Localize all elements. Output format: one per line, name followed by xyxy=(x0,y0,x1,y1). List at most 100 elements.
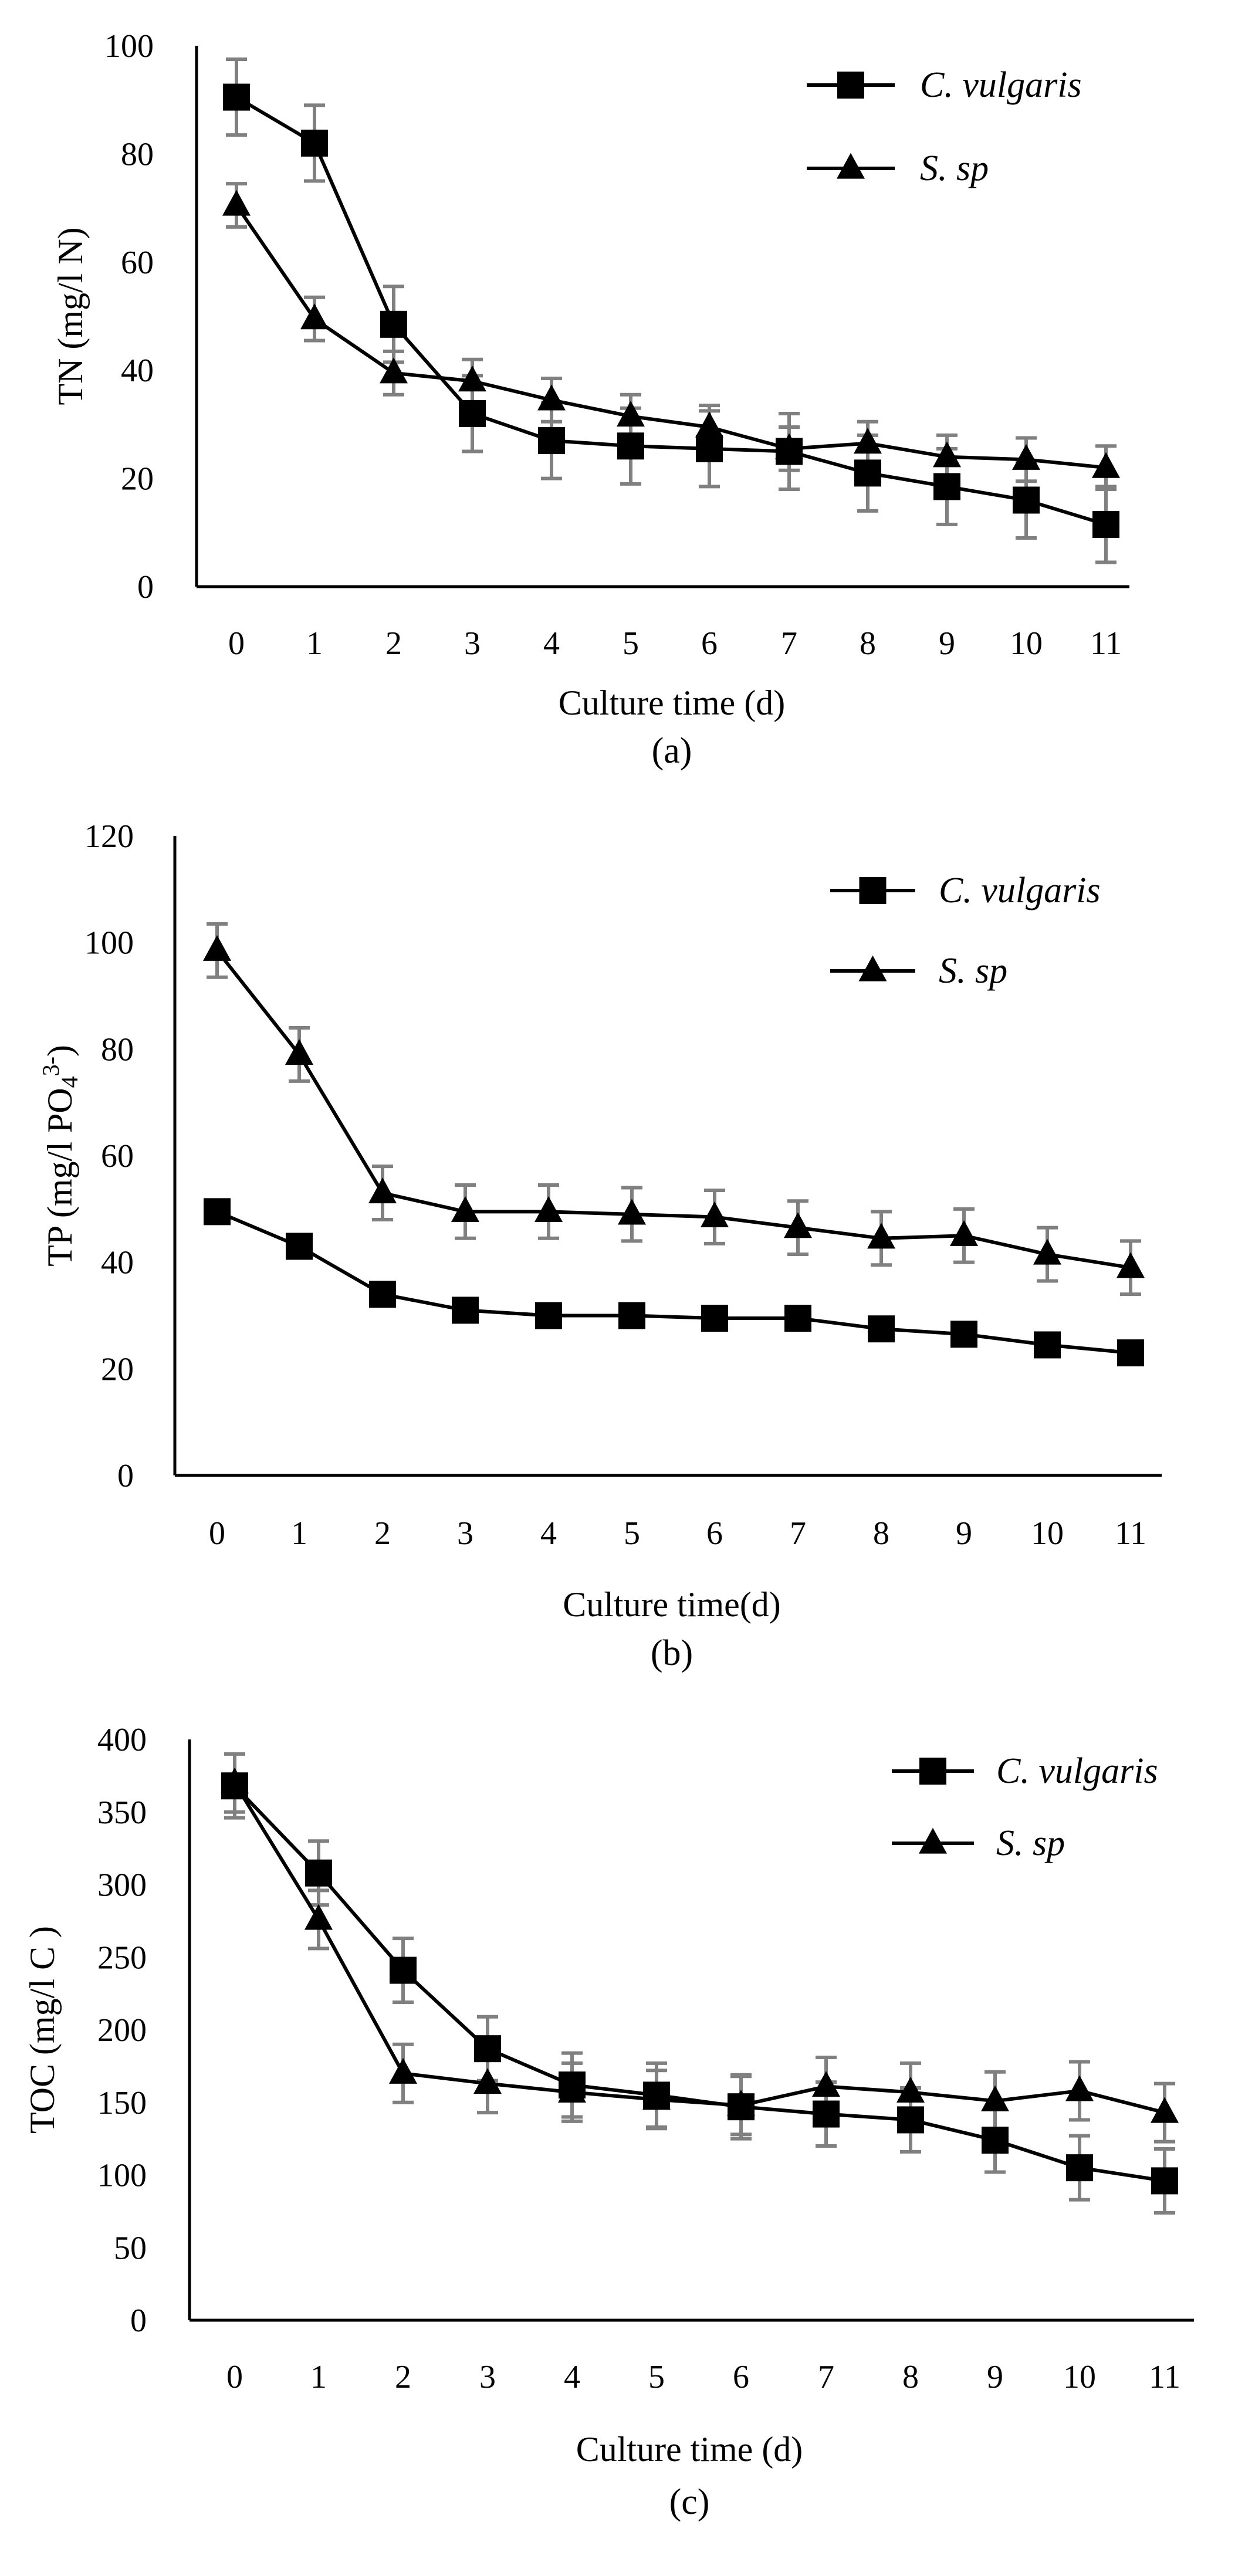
x-axis-title: Culture time (d) xyxy=(576,2430,803,2469)
data-point xyxy=(701,1201,729,1228)
legend-entry: S. sp xyxy=(830,951,1007,991)
data-point xyxy=(1065,2075,1094,2101)
data-point xyxy=(380,357,408,384)
y-tick-label: 400 xyxy=(97,1722,147,1758)
y-tick-label: 80 xyxy=(121,136,154,172)
data-point xyxy=(981,2085,1009,2111)
y-tick-label: 40 xyxy=(101,1245,134,1281)
x-tick-label: 8 xyxy=(873,1515,889,1552)
data-point xyxy=(1117,1252,1145,1278)
legend-label: C. vulgaris xyxy=(996,1751,1158,1791)
legend-label: S. sp xyxy=(939,951,1007,991)
x-tick-label: 7 xyxy=(818,2359,834,2395)
data-point xyxy=(784,1305,811,1332)
x-tick-label: 4 xyxy=(543,625,560,662)
x-tick-label: 6 xyxy=(706,1515,723,1552)
data-point xyxy=(458,365,486,392)
data-point xyxy=(696,435,723,462)
x-tick-label: 10 xyxy=(1010,625,1043,662)
data-point xyxy=(933,473,960,500)
y-tick-label: 200 xyxy=(97,2012,147,2049)
data-point xyxy=(1013,486,1040,514)
y-axis-title: TN (mg/l N) xyxy=(51,227,90,405)
data-point xyxy=(390,1956,417,1984)
x-tick-label: 3 xyxy=(464,625,481,662)
panel-label: (c) xyxy=(669,2482,710,2522)
y-axis-title: TP (mg/l PO43-) xyxy=(38,1045,83,1267)
error-bars xyxy=(226,57,1117,564)
series-line-c-vulgaris xyxy=(216,1210,1131,1355)
x-tick-label: 8 xyxy=(902,2359,919,2395)
data-point xyxy=(1117,1339,1144,1367)
data-point xyxy=(204,1198,231,1226)
data-point xyxy=(695,411,723,438)
data-point xyxy=(286,1233,313,1260)
data-point xyxy=(896,2077,925,2103)
panel-label: (a) xyxy=(652,731,692,771)
y-tick-label: 20 xyxy=(121,461,154,497)
x-tick-label: 10 xyxy=(1063,2359,1096,2395)
data-point xyxy=(301,129,328,157)
y-tick-label: 60 xyxy=(101,1138,134,1174)
data-point xyxy=(203,935,231,961)
data-point xyxy=(617,432,644,460)
data-point xyxy=(537,384,566,411)
data-point xyxy=(775,433,803,459)
data-point xyxy=(854,428,882,454)
data-point xyxy=(1151,2167,1178,2195)
x-tick-label: 2 xyxy=(385,625,402,662)
x-tick-label: 11 xyxy=(1149,2359,1180,2395)
y-tick-label: 120 xyxy=(84,818,134,855)
y-tick-label: 40 xyxy=(121,353,154,389)
x-tick-label: 11 xyxy=(1090,625,1122,662)
data-point xyxy=(950,1220,978,1246)
data-point xyxy=(305,1904,333,1930)
data-point xyxy=(452,1297,479,1324)
y-tick-label: 50 xyxy=(114,2230,147,2266)
y-tick-label: 350 xyxy=(97,1795,147,1831)
data-point xyxy=(223,83,250,111)
legend-entry: C. vulgaris xyxy=(892,1751,1158,1791)
y-tick-label: 100 xyxy=(84,925,134,962)
data-point xyxy=(558,2077,586,2103)
data-point xyxy=(642,2084,671,2110)
data-point xyxy=(451,1196,479,1222)
data-point xyxy=(1034,1331,1061,1359)
legend-marker xyxy=(858,955,887,981)
legend-marker xyxy=(837,72,864,99)
data-point xyxy=(701,1305,728,1332)
data-point xyxy=(784,1212,812,1238)
legend-entry: S. sp xyxy=(807,148,989,188)
x-tick-label: 0 xyxy=(209,1515,225,1552)
data-point xyxy=(618,1199,646,1225)
legend-label: C. vulgaris xyxy=(939,871,1101,910)
x-tick-label: 7 xyxy=(781,625,797,662)
x-tick-label: 8 xyxy=(860,625,876,662)
y-tick-label: 60 xyxy=(121,245,154,281)
x-tick-label: 6 xyxy=(701,625,718,662)
data-point xyxy=(300,303,329,330)
data-point xyxy=(727,2090,755,2116)
y-tick-label: 250 xyxy=(97,1939,147,1976)
chart-panel-c: 0 50 100 150 200 250 300 350 400 0 1 2 3 4 5 6 7 8 9 10 11 Cu… xyxy=(23,1722,1194,2522)
data-point xyxy=(534,1196,563,1222)
data-point xyxy=(1092,510,1119,538)
data-point xyxy=(1151,2097,1179,2123)
x-axis-title: Culture time (d) xyxy=(559,683,786,722)
data-point xyxy=(854,459,881,487)
x-tick-label: 6 xyxy=(733,2359,749,2395)
y-tick-label: 0 xyxy=(117,1458,134,1494)
x-tick-label: 1 xyxy=(310,2359,327,2395)
data-point xyxy=(380,310,407,338)
legend-label: C. vulgaris xyxy=(920,65,1082,105)
x-tick-label: 1 xyxy=(291,1515,307,1552)
x-tick-label: 4 xyxy=(540,1515,557,1552)
y-tick-label: 0 xyxy=(137,569,154,605)
y-tick-label: 150 xyxy=(97,2085,147,2121)
data-point xyxy=(368,1177,397,1204)
data-point xyxy=(535,1302,562,1329)
x-tick-label: 2 xyxy=(395,2359,411,2395)
y-tick-label: 20 xyxy=(101,1351,134,1387)
legend-marker xyxy=(859,877,887,904)
data-point xyxy=(305,1859,332,1887)
